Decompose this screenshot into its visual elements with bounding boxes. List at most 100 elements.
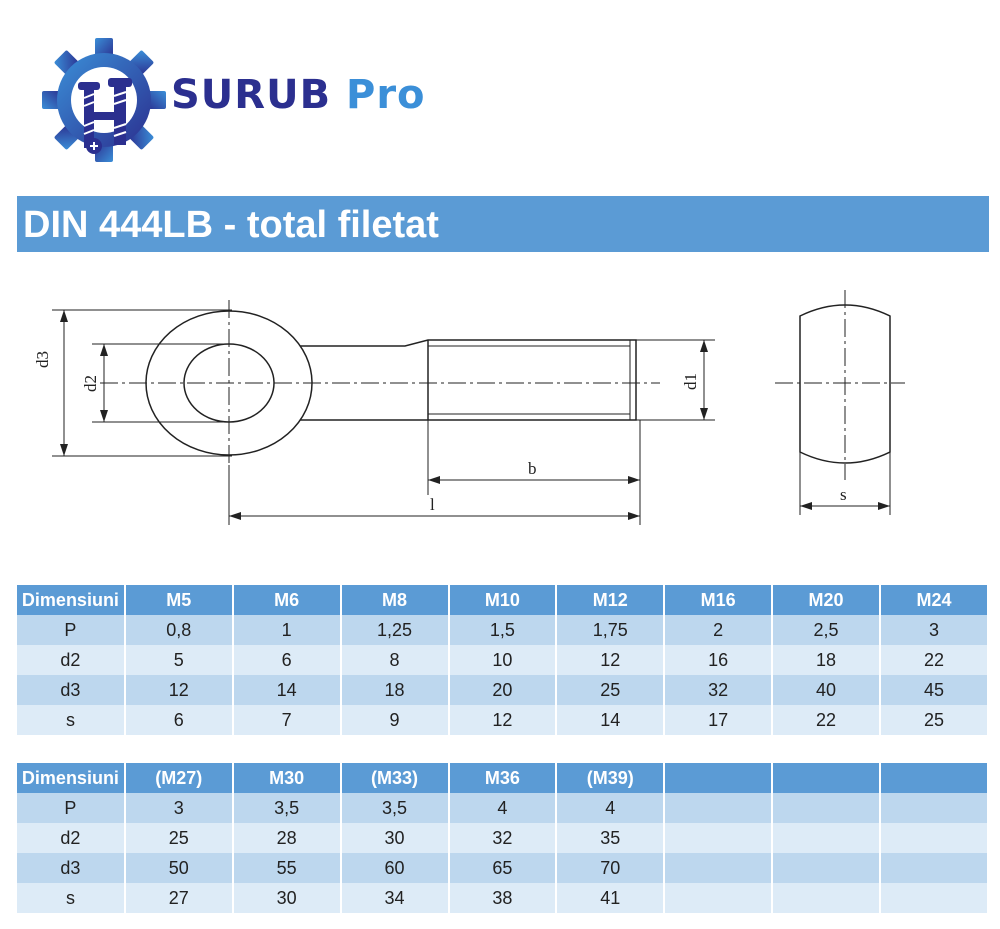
- table-cell: [880, 883, 989, 913]
- table-header-cell: M5: [124, 585, 234, 615]
- table-header-row: Dimensiuni (M27) M30 (M33) M36 (M39): [17, 763, 989, 793]
- table-cell: 10: [448, 645, 558, 675]
- table-header-cell: M30: [232, 763, 342, 793]
- table-cell: [664, 823, 774, 853]
- table-header-cell: (M39): [556, 763, 666, 793]
- table-header-cell: M12: [556, 585, 666, 615]
- table-cell: 35: [556, 823, 666, 853]
- table-cell: 70: [556, 853, 666, 883]
- table-cell: 12: [556, 645, 666, 675]
- table-header-cell: M6: [232, 585, 342, 615]
- table-header-cell: (M27): [124, 763, 234, 793]
- dimensions-table-2: Dimensiuni (M27) M30 (M33) M36 (M39) P 3…: [17, 763, 989, 913]
- row-label: P: [17, 793, 126, 823]
- table-cell: [772, 793, 881, 823]
- table-row: d2 25 28 30 32 35: [17, 823, 989, 853]
- table-cell: 41: [556, 883, 666, 913]
- row-label: s: [17, 705, 126, 735]
- table-cell: 12: [448, 705, 558, 735]
- table-cell: 1: [232, 615, 342, 645]
- table-cell: 2: [664, 615, 774, 645]
- table-header-cell: (M33): [340, 763, 450, 793]
- table-cell: [664, 883, 774, 913]
- table-cell: 3,5: [232, 793, 342, 823]
- table-cell: 4: [556, 793, 666, 823]
- table-cell: 55: [232, 853, 342, 883]
- table-row: s 6 7 9 12 14 17 22 25: [17, 705, 989, 735]
- table-header-cell: M24: [880, 585, 989, 615]
- table-cell: 3,5: [340, 793, 450, 823]
- table-cell: 4: [448, 793, 558, 823]
- row-label: d2: [17, 823, 126, 853]
- label-d3: d3: [33, 351, 52, 368]
- table-cell: [880, 823, 989, 853]
- table-row: d2 5 6 8 10 12 16 18 22: [17, 645, 989, 675]
- row-label: d2: [17, 645, 126, 675]
- table-header-cell: M16: [664, 585, 774, 615]
- table-cell: 1,25: [340, 615, 450, 645]
- table-cell: 25: [556, 675, 666, 705]
- table-cell: [664, 793, 774, 823]
- table-cell: 30: [232, 883, 342, 913]
- row-label: d3: [17, 675, 126, 705]
- brand-logo: SURUB Pro: [38, 34, 438, 164]
- table-cell: 40: [772, 675, 881, 705]
- table-cell: 34: [340, 883, 450, 913]
- table-cell: 14: [556, 705, 666, 735]
- table-cell: [880, 793, 989, 823]
- table-cell: 3: [880, 615, 989, 645]
- table-cell: 14: [232, 675, 342, 705]
- table-header-cell: Dimensiuni: [17, 585, 126, 615]
- gear-screw-logo-icon: [42, 38, 166, 162]
- table-cell: 32: [664, 675, 774, 705]
- table-cell: 0,8: [124, 615, 234, 645]
- table-header-cell: M36: [448, 763, 558, 793]
- table-cell: 12: [124, 675, 234, 705]
- table-cell: 30: [340, 823, 450, 853]
- table-cell: 17: [664, 705, 774, 735]
- row-label: P: [17, 615, 126, 645]
- table-cell: 6: [124, 705, 234, 735]
- row-label: d3: [17, 853, 126, 883]
- brand-name: SURUB Pro: [171, 72, 426, 118]
- table-cell: 25: [880, 705, 989, 735]
- table-cell: 8: [340, 645, 450, 675]
- table-cell: 2,5: [772, 615, 881, 645]
- table-cell: 16: [664, 645, 774, 675]
- table-cell: [772, 823, 881, 853]
- table-cell: 22: [880, 645, 989, 675]
- table-cell: 1,75: [556, 615, 666, 645]
- table-header-row: Dimensiuni M5 M6 M8 M10 M12 M16 M20 M24: [17, 585, 989, 615]
- label-d2: d2: [81, 375, 100, 392]
- table-cell: 45: [880, 675, 989, 705]
- brand-name-part2: Pro: [346, 72, 426, 118]
- table-cell: 32: [448, 823, 558, 853]
- table-cell: 9: [340, 705, 450, 735]
- table-cell: 1,5: [448, 615, 558, 645]
- table-cell: 27: [124, 883, 234, 913]
- title-bar: DIN 444LB - total filetat: [17, 196, 989, 252]
- table-cell: 18: [340, 675, 450, 705]
- table-cell: 50: [124, 853, 234, 883]
- label-d1: d1: [681, 373, 700, 390]
- table-cell: 25: [124, 823, 234, 853]
- table-cell: [772, 853, 881, 883]
- table-cell: 18: [772, 645, 881, 675]
- table-header-cell: M8: [340, 585, 450, 615]
- table-row: P 0,8 1 1,25 1,5 1,75 2 2,5 3: [17, 615, 989, 645]
- table-cell: 20: [448, 675, 558, 705]
- table-row: d3 50 55 60 65 70: [17, 853, 989, 883]
- page-title: DIN 444LB - total filetat: [23, 204, 439, 246]
- table-cell: [880, 853, 989, 883]
- table-header-cell: [880, 763, 989, 793]
- brand-name-part1: SURUB: [171, 72, 332, 118]
- label-l: l: [430, 495, 435, 514]
- table-cell: 22: [772, 705, 881, 735]
- dimensions-table-1: Dimensiuni M5 M6 M8 M10 M12 M16 M20 M24 …: [17, 585, 989, 735]
- row-label: s: [17, 883, 126, 913]
- table-cell: 38: [448, 883, 558, 913]
- label-b: b: [528, 459, 537, 478]
- table-cell: [664, 853, 774, 883]
- table-row: s 27 30 34 38 41: [17, 883, 989, 913]
- table-cell: 3: [124, 793, 234, 823]
